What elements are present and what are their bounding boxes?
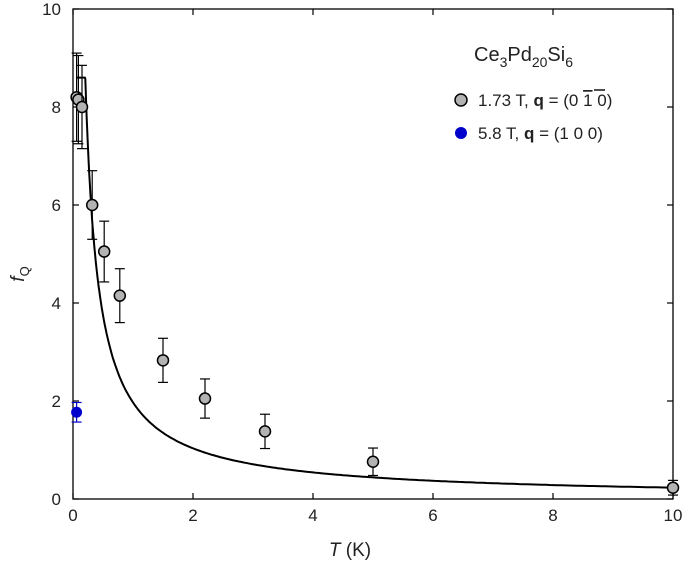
x-tick-label: 4 bbox=[308, 506, 317, 525]
legend-title-si: Si bbox=[547, 44, 565, 66]
legend-2-q: q bbox=[524, 124, 534, 143]
y-tick-label: 4 bbox=[52, 294, 61, 313]
legend: Ce3Pd20Si6 1.73 T, q = (0 1 0) 5.8 T, q … bbox=[454, 44, 612, 143]
data-point bbox=[85, 198, 99, 212]
data-point bbox=[366, 455, 380, 469]
data-point bbox=[71, 406, 83, 418]
data-point bbox=[258, 425, 272, 438]
y-axis-label-var: f bbox=[8, 275, 29, 282]
data-points bbox=[70, 52, 680, 496]
y-tick-label: 8 bbox=[52, 98, 61, 117]
legend-1-prefix: 1.73 T, bbox=[478, 91, 533, 110]
legend-marker-1-73T bbox=[454, 93, 468, 107]
legend-1-open: = (0 bbox=[544, 91, 583, 110]
legend-1-close: 0) bbox=[593, 91, 613, 110]
legend-title: Ce3Pd20Si6 bbox=[474, 44, 573, 70]
legend-1-q: q bbox=[533, 91, 543, 110]
y-tick-label: 10 bbox=[42, 0, 61, 19]
data-point bbox=[198, 392, 212, 405]
legend-title-sub3: 6 bbox=[565, 54, 573, 70]
x-axis-label: T (K) bbox=[329, 540, 371, 561]
data-point bbox=[97, 245, 111, 258]
axes bbox=[72, 8, 674, 500]
legend-2-prefix: 5.8 T, bbox=[478, 124, 524, 143]
data-point bbox=[666, 481, 680, 494]
x-axis-label-var: T bbox=[329, 540, 342, 561]
plot-frame bbox=[72, 8, 674, 500]
x-tick-label: 0 bbox=[68, 506, 77, 525]
data-point bbox=[156, 354, 170, 367]
y-axis-label-sub: Q bbox=[17, 266, 32, 276]
legend-title-pd: Pd bbox=[507, 44, 531, 66]
y-tick-label: 2 bbox=[52, 392, 61, 411]
y-tick-label: 6 bbox=[52, 196, 61, 215]
x-axis-label-unit: (K) bbox=[341, 540, 372, 561]
data-point bbox=[75, 100, 89, 114]
legend-1-overline: 1 bbox=[583, 91, 592, 110]
x-tick-label: 6 bbox=[428, 506, 437, 525]
y-tick-label: 0 bbox=[52, 490, 61, 509]
x-tick-label: 8 bbox=[548, 506, 557, 525]
legend-entry-1-73T: 1.73 T, q = (0 1 0) bbox=[478, 91, 612, 110]
legend-marker-5-8T bbox=[455, 127, 467, 139]
x-tick-label: 2 bbox=[188, 506, 197, 525]
y-axis-label: fQ bbox=[8, 266, 32, 281]
legend-2-open: = (1 0 0) bbox=[534, 124, 603, 143]
legend-entry-5-8T: 5.8 T, q = (1 0 0) bbox=[478, 124, 603, 143]
legend-title-sub1: 3 bbox=[500, 54, 508, 70]
legend-title-sub2: 20 bbox=[532, 54, 548, 70]
legend-title-ce: Ce bbox=[474, 44, 500, 66]
x-tick-label: 10 bbox=[664, 506, 683, 525]
tick-labels: 0 2 4 6 8 10 0 2 4 6 8 10 bbox=[42, 0, 682, 525]
data-point bbox=[113, 289, 127, 302]
